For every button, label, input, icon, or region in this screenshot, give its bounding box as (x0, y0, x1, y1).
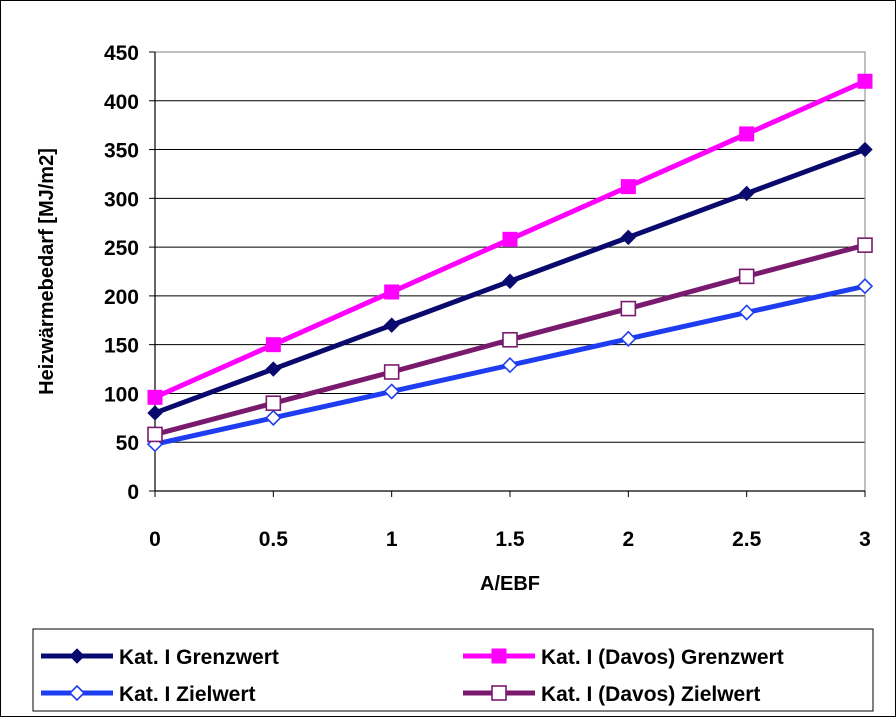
legend-box (32, 628, 874, 712)
legend-label: Kat. I Zielwert (119, 683, 256, 706)
data-point-marker (856, 278, 874, 295)
y-tick-label: 400 (104, 91, 139, 114)
y-tick-label: 450 (104, 42, 139, 65)
data-point-marker (69, 648, 85, 664)
series-group (146, 73, 874, 453)
legend-item: Kat. I (Davos) Grenzwert (463, 646, 784, 669)
x-tick-label: 2.5 (732, 528, 762, 551)
x-tick-label: 0.5 (259, 528, 289, 551)
legend-item: Kat. I Zielwert (41, 683, 256, 706)
data-point-marker (738, 185, 755, 202)
data-point-marker (68, 684, 86, 702)
legend-label: Kat. I (Davos) Grenzwert (541, 646, 784, 669)
x-tick-label: 2 (622, 528, 634, 551)
legend-label: Kat. I Grenzwert (119, 646, 279, 669)
y-tick-label: 200 (104, 286, 139, 309)
x-tick-label: 3 (859, 528, 871, 551)
legend-item: Kat. I Grenzwert (41, 646, 279, 669)
y-tick-labels: 0 50 100 150 200 250 300 350 400 450 (104, 42, 139, 504)
data-point-marker (502, 231, 518, 247)
data-point-marker (738, 304, 755, 321)
y-tick-label: 350 (104, 140, 139, 163)
grid-lines (155, 51, 865, 443)
data-point-marker (491, 648, 507, 664)
data-point-marker (857, 73, 873, 89)
y-tick-label: 50 (116, 432, 139, 455)
data-point-marker (265, 395, 282, 412)
y-tick-label: 150 (104, 335, 139, 358)
legend-item: Kat. I (Davos) Zielwert (463, 683, 760, 706)
x-tick-labels: 0 0.5 1 1.5 2 2.5 3 (149, 528, 871, 551)
data-point-marker (265, 409, 282, 426)
legend-label: Kat. I (Davos) Zielwert (541, 683, 760, 706)
data-point-marker (502, 331, 518, 348)
data-point-marker (857, 237, 873, 253)
x-tick-label: 1 (386, 528, 398, 551)
y-tick-label: 0 (127, 481, 139, 504)
y-tick-label: 300 (104, 188, 139, 211)
legend: Kat. I Grenzwert Kat. I (Davos) Grenzwert… (32, 628, 874, 712)
data-point-marker (502, 273, 518, 289)
data-point-marker (383, 364, 400, 380)
y-tick-label: 100 (104, 383, 139, 406)
data-point-marker (738, 268, 755, 285)
x-axis-label: A/EBF (480, 573, 540, 595)
series-2 (147, 73, 873, 405)
data-point-marker (620, 229, 637, 246)
x-tick-label: 1.5 (495, 528, 525, 551)
data-point-marker (147, 426, 163, 443)
data-point-marker (857, 141, 873, 158)
data-point-marker (147, 389, 163, 405)
data-point-marker (383, 383, 400, 400)
series-3 (146, 278, 874, 453)
data-point-marker (501, 357, 519, 374)
series-4 (147, 237, 873, 443)
data-point-marker (265, 337, 281, 353)
data-point-marker (620, 300, 637, 317)
x-tick-label: 0 (149, 528, 161, 551)
series-1 (147, 141, 873, 421)
data-point-marker (620, 330, 637, 347)
data-point-marker (491, 685, 507, 701)
data-point-marker (620, 179, 636, 195)
data-point-marker (147, 405, 163, 421)
y-tick-label: 250 (104, 237, 139, 260)
data-point-marker (383, 317, 400, 333)
data-point-marker (384, 284, 400, 300)
data-point-marker (265, 361, 282, 377)
y-axis-label: Heizwärmebedarf [MJ/m2] (36, 148, 58, 395)
data-point-marker (739, 126, 755, 142)
